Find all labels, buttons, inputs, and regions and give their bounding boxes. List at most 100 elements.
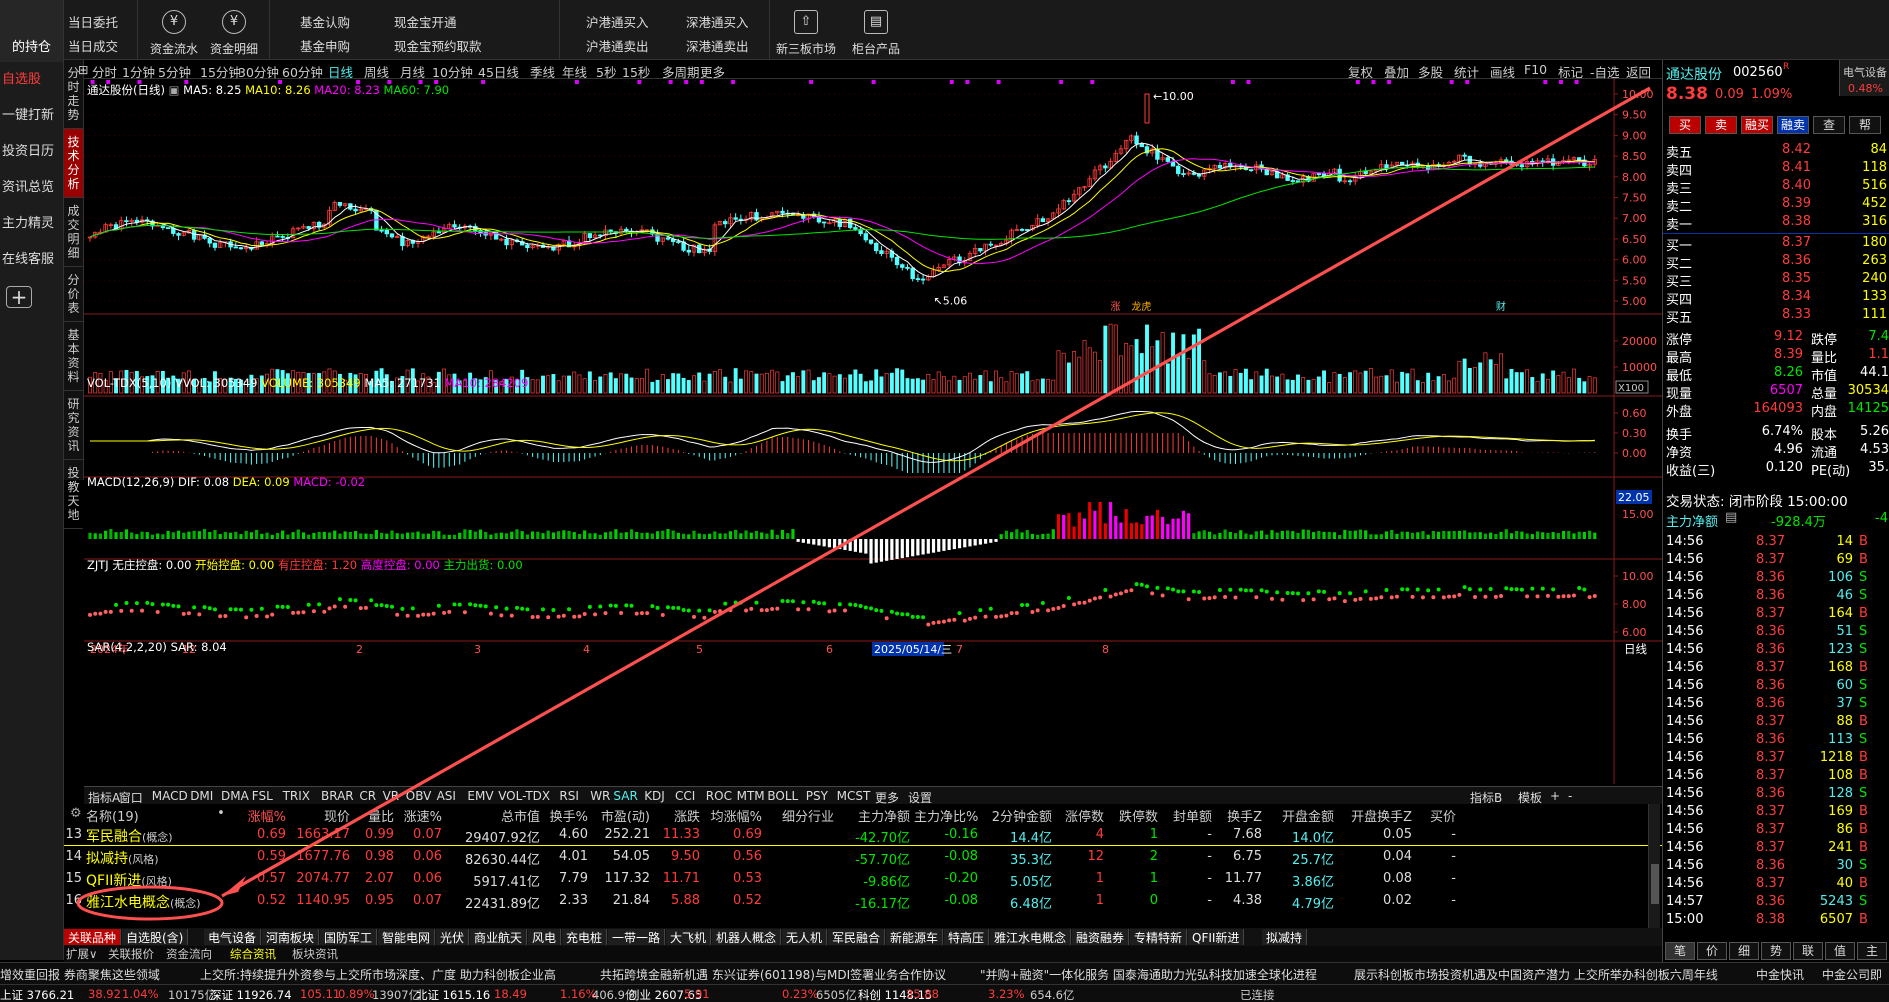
bottom-tab-6[interactable]: 主 bbox=[1857, 942, 1887, 960]
table-row[interactable]: 15 QFII新进(风格) 0.57 2074.77 2.07 0.06 5917.41亿 7… bbox=[64, 868, 1662, 890]
fund-subscribe-button[interactable]: 基金认购 bbox=[300, 15, 351, 30]
period-settings-icon[interactable]: ⊞ bbox=[78, 62, 89, 77]
tab-technical[interactable]: 技术分析 bbox=[64, 129, 83, 198]
bottom-tab-5[interactable]: 值 bbox=[1825, 942, 1855, 960]
sector-tab-15[interactable]: 新能源车 bbox=[886, 929, 944, 945]
col-header-20[interactable]: 开盘换手Z bbox=[1351, 810, 1412, 825]
col-header-18[interactable]: 换手Z bbox=[1227, 810, 1262, 825]
sh-hk-sell-button[interactable]: 沪港通卖出 bbox=[586, 39, 649, 54]
col-header-6[interactable]: 总市值 bbox=[500, 810, 540, 825]
sector-tab-1[interactable]: 自选股(含) bbox=[122, 929, 189, 945]
period-2[interactable]: 5分钟 bbox=[158, 65, 191, 80]
quote-button-4[interactable]: 查 bbox=[1813, 116, 1845, 134]
period-4[interactable]: 30分钟 bbox=[238, 65, 279, 80]
table-settings-icon[interactable]: ⚙ bbox=[70, 806, 82, 821]
otc-button[interactable]: ▤ 柜台产品 bbox=[846, 10, 906, 57]
sector-tab-21[interactable]: 拟减持 bbox=[1262, 929, 1308, 945]
indicator-tab-17[interactable]: KDJ bbox=[644, 789, 665, 803]
col-header-0[interactable]: 名称(19) bbox=[86, 810, 139, 825]
sector-tab-13[interactable]: 无人机 bbox=[782, 929, 828, 945]
news-item-2[interactable]: 共拓跨境金融新机遇 东兴证券(601198)与MDI签署业务合作协议 bbox=[600, 968, 947, 982]
sidebar-item-news[interactable]: 资讯总览 bbox=[2, 180, 55, 195]
period-1[interactable]: 1分钟 bbox=[122, 65, 155, 80]
col-header-4[interactable]: 量比 bbox=[367, 810, 394, 825]
chart-tool-2[interactable]: 多股 bbox=[1418, 65, 1444, 80]
col-header-3[interactable]: 现价 bbox=[323, 810, 350, 825]
holdings-button[interactable]: 的持仓 bbox=[0, 0, 63, 62]
indicator-tab-1[interactable]: 窗口 bbox=[118, 791, 143, 805]
sector-tab-18[interactable]: 融资融券 bbox=[1072, 929, 1130, 945]
indicator-tab-6[interactable]: TRIX bbox=[282, 789, 311, 803]
period-7[interactable]: 周线 bbox=[364, 65, 390, 80]
col-header-19[interactable]: 开盘金额 bbox=[1281, 810, 1334, 825]
quote-button-1[interactable]: 卖 bbox=[1705, 116, 1737, 134]
sector-tab-12[interactable]: 机器人概念 bbox=[712, 929, 782, 945]
today-orders-button[interactable]: 当日委托 bbox=[68, 15, 119, 30]
indicator-tab-2[interactable]: MACD bbox=[151, 789, 188, 803]
indicator-right-3[interactable]: - bbox=[1568, 789, 1573, 803]
indicator-tab-7[interactable]: BRAR bbox=[321, 789, 354, 803]
indicator-tab-10[interactable]: OBV bbox=[405, 789, 432, 803]
col-header-15[interactable]: 涨停数 bbox=[1064, 810, 1104, 825]
indicator-tab-14[interactable]: RSI bbox=[559, 789, 579, 803]
add-icon[interactable]: + bbox=[6, 286, 32, 308]
fund-flow-button[interactable]: ¥ 资金流水 bbox=[148, 10, 200, 57]
chart-tool-1[interactable]: 叠加 bbox=[1384, 65, 1410, 80]
indicator-tab-21[interactable]: BOLL bbox=[767, 789, 799, 803]
quote-button-0[interactable]: 买 bbox=[1669, 116, 1701, 134]
sidebar-item-service[interactable]: 在线客服 bbox=[2, 252, 55, 267]
sector-tab-20[interactable]: QFII新进 bbox=[1188, 929, 1245, 945]
col-header-13[interactable]: 主力净比% bbox=[914, 810, 979, 825]
quote-button-3[interactable]: 融卖 bbox=[1777, 116, 1809, 134]
news-item-4[interactable]: 展示科创板市场投资机遇及中国资产潜力 上交所举办科创板六周年线 bbox=[1354, 968, 1718, 982]
sidebar-item-calendar[interactable]: 投资日历 bbox=[2, 144, 55, 159]
cash-withdraw-button[interactable]: 现金宝预约取款 bbox=[394, 39, 482, 54]
col-header-1[interactable]: • bbox=[217, 806, 225, 821]
sub-tab-3[interactable]: 综合资讯 bbox=[230, 947, 276, 961]
bottom-tab-0[interactable]: 笔 bbox=[1665, 942, 1695, 960]
sector-tab-17[interactable]: 雅江水电概念 bbox=[990, 929, 1072, 945]
indicator-right-2[interactable]: + bbox=[1550, 789, 1561, 803]
list-icon[interactable]: ▤ bbox=[1725, 510, 1738, 525]
sub-tab-0[interactable]: 扩展∨ bbox=[66, 947, 98, 961]
indicator-tab-22[interactable]: PSY bbox=[805, 789, 828, 803]
indicator-tab-9[interactable]: VR bbox=[382, 789, 400, 803]
indicator-tab-16[interactable]: SAR bbox=[613, 789, 638, 803]
neeq-button[interactable]: ⇧ 新三板市场 bbox=[774, 10, 838, 57]
tab-intraday[interactable]: 分时走势 bbox=[64, 60, 83, 129]
sidebar-item-spirit[interactable]: 主力精灵 bbox=[2, 216, 55, 231]
sub-tab-2[interactable]: 资金流向 bbox=[166, 947, 212, 961]
sector-tab-0[interactable]: 关联品种 bbox=[64, 929, 122, 945]
chart-tool-8[interactable]: 返回 bbox=[1626, 65, 1652, 80]
indicator-tab-4[interactable]: DMA bbox=[221, 789, 249, 803]
indicator-tab-11[interactable]: ASI bbox=[436, 789, 456, 803]
news-item-3[interactable]: "并购+融资"一体化服务 国泰海通助力光弘科技加速全球化进程 bbox=[980, 968, 1317, 982]
col-header-17[interactable]: 封单额 bbox=[1172, 810, 1212, 825]
table-row[interactable]: 14 拟减持(风格) 0.59 1677.76 0.98 0.06 82630.44亿 4.0… bbox=[64, 846, 1662, 868]
today-trades-button[interactable]: 当日成交 bbox=[68, 39, 119, 54]
news-item-5[interactable]: 中金快讯 bbox=[1756, 968, 1805, 982]
chart-tool-3[interactable]: 统计 bbox=[1454, 65, 1480, 80]
indicator-tab-12[interactable]: EMV bbox=[467, 789, 494, 803]
sector-tab-8[interactable]: 风电 bbox=[528, 929, 562, 945]
sector-box[interactable]: 电气设备 0.48% bbox=[1839, 60, 1889, 96]
quote-button-5[interactable]: 帮 bbox=[1849, 116, 1881, 134]
indicator-tab-3[interactable]: DMI bbox=[190, 789, 214, 803]
indicator-tab-15[interactable]: WR bbox=[590, 789, 611, 803]
sector-tab-16[interactable]: 特高压 bbox=[944, 929, 990, 945]
period-6[interactable]: 日线 bbox=[328, 65, 354, 80]
sub-tab-4[interactable]: 板块资讯 bbox=[292, 947, 338, 961]
tab-price-table[interactable]: 分价表 bbox=[64, 267, 83, 322]
chart-tool-6[interactable]: 标记 bbox=[1558, 65, 1584, 80]
indicator-tab-20[interactable]: MTM bbox=[736, 789, 765, 803]
period-11[interactable]: 季线 bbox=[530, 65, 556, 80]
fund-purchase-button[interactable]: 基金申购 bbox=[300, 39, 351, 54]
chart-tool-4[interactable]: 画线 bbox=[1490, 65, 1516, 80]
period-8[interactable]: 月线 bbox=[400, 65, 426, 80]
table-row[interactable]: 16 雅江水电概念(概念) 0.52 1140.95 0.95 0.07 22431.89亿… bbox=[64, 890, 1662, 912]
period-0[interactable]: 分时 bbox=[92, 65, 118, 80]
sector-tab-3[interactable]: 河南板块 bbox=[262, 929, 320, 945]
period-14[interactable]: 15秒 bbox=[622, 65, 651, 80]
indicator-tab-13[interactable]: VOL-TDX bbox=[498, 789, 551, 803]
sector-tab-19[interactable]: 专精特新 bbox=[1130, 929, 1188, 945]
